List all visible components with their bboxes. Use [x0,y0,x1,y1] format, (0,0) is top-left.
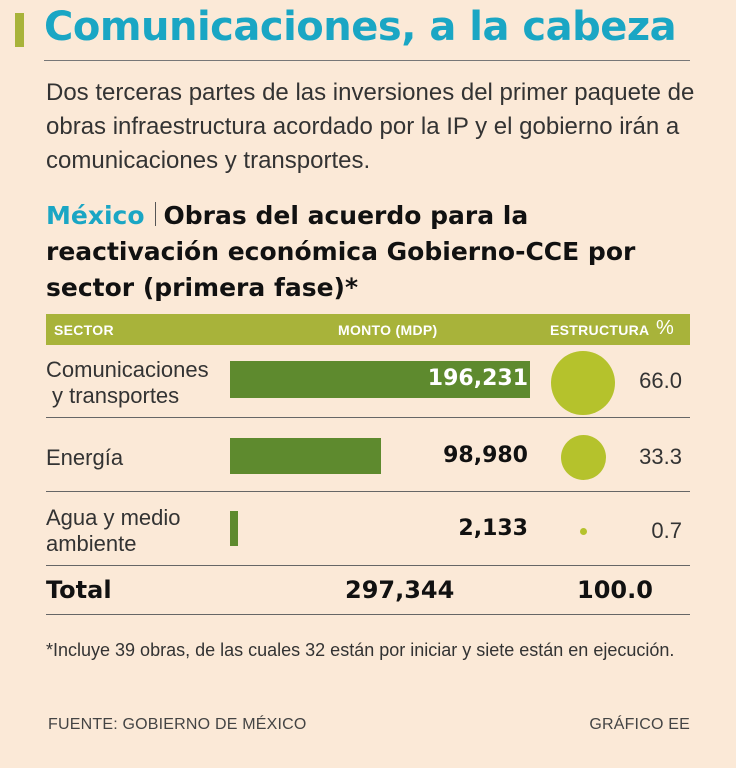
headline: Comunicaciones, a la cabeza [44,4,677,50]
header-sector: SECTOR [54,322,114,338]
headline-accent-bar [15,13,24,47]
source-text: FUENTE: GOBIERNO DE MÉXICO [48,716,307,733]
row-1-pct: 66.0 [639,368,682,393]
header-pct-symbol: % [656,317,675,339]
row-1-bubble [551,351,615,415]
total-amount: 297,344 [345,576,455,604]
footnote: *Incluye 39 obras, de las cuales 32 está… [46,640,675,660]
header-structure: ESTRUCTURA [550,322,650,338]
row-1-amount: 196,231 [427,366,528,391]
total-divider [46,614,690,615]
row-divider [46,565,690,566]
row-3-bubble [579,527,587,535]
row-1-label-line2: y transportes [52,383,180,408]
total-pct: 100.0 [577,576,653,604]
row-2-bubble [560,434,606,480]
row-divider [46,417,690,418]
headline-rule [44,60,690,61]
chart-title-text: Obras del acuerdo para la reactivación e… [46,201,636,302]
row-1-label-line1: Comunicaciones [46,357,209,382]
row-2-label-line1: Energía [46,445,124,470]
row-2-label: Energía [46,445,123,471]
row-3-label: Agua y medio ambiente [46,505,181,557]
total-label: Total [46,576,112,604]
chart-title: México Obras del acuerdo para la reactiva… [46,198,706,306]
row-3-amount: 2,133 [458,516,528,541]
credit-text: GRÁFICO EE [589,716,690,733]
row-1-label: Comunicaciones y transportes [46,357,209,409]
table-header: SECTOR MONTO (MDP) ESTRUCTURA % [46,314,690,345]
chart-country: México [46,201,145,230]
row-1-bar [230,361,530,398]
row-2-bar [230,438,381,474]
row-3-pct: 0.7 [651,518,682,543]
row-2-pct: 33.3 [639,444,682,469]
title-separator [154,202,156,226]
row-3-label-line1: Agua y medio [46,505,181,530]
row-divider [46,491,690,492]
intro-text: Dos terceras partes de las inversiones d… [46,79,695,174]
row-3-bar [230,511,238,546]
row-2-amount: 98,980 [443,443,528,468]
row-3-label-line2: ambiente [46,531,137,556]
header-amount: MONTO (MDP) [338,322,438,338]
